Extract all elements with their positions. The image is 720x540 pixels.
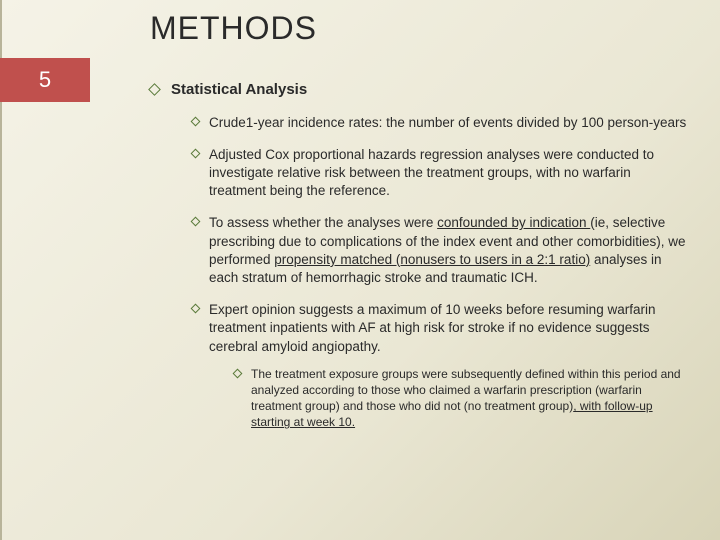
diamond-icon bbox=[191, 148, 201, 158]
bullet-3-pre: To assess whether the analyses were bbox=[209, 215, 437, 230]
bullet-3-underline-1: confounded by indication bbox=[437, 215, 590, 230]
bullet-4a-text: The treatment exposure groups were subse… bbox=[251, 366, 690, 431]
bullet-3-underline-2: propensity matched (nonusers to users in… bbox=[274, 252, 590, 267]
bullet-2-text: Adjusted Cox proportional hazards regres… bbox=[209, 146, 690, 201]
bullet-4: Expert opinion suggests a maximum of 10 … bbox=[192, 301, 690, 356]
bullet-1: Crude1-year incidence rates: the number … bbox=[192, 114, 690, 132]
diamond-icon bbox=[233, 368, 243, 378]
diamond-icon bbox=[191, 217, 201, 227]
heading-text: Statistical Analysis bbox=[171, 80, 307, 100]
bullet-1-text: Crude1-year incidence rates: the number … bbox=[209, 114, 686, 132]
content-area: Statistical Analysis Crude1-year inciden… bbox=[150, 80, 690, 445]
bullet-4-text: Expert opinion suggests a maximum of 10 … bbox=[209, 301, 690, 356]
page-number: 5 bbox=[39, 67, 51, 93]
diamond-icon bbox=[191, 116, 201, 126]
heading-row: Statistical Analysis bbox=[150, 80, 690, 100]
slide-title: METHODS bbox=[150, 10, 317, 47]
diamond-icon bbox=[191, 304, 201, 314]
bullet-4a: The treatment exposure groups were subse… bbox=[234, 366, 690, 431]
bullet-3-text: To assess whether the analyses were conf… bbox=[209, 214, 690, 287]
bullet-3: To assess whether the analyses were conf… bbox=[192, 214, 690, 287]
diamond-icon bbox=[148, 83, 161, 96]
page-number-box: 5 bbox=[0, 58, 90, 102]
bullet-2: Adjusted Cox proportional hazards regres… bbox=[192, 146, 690, 201]
